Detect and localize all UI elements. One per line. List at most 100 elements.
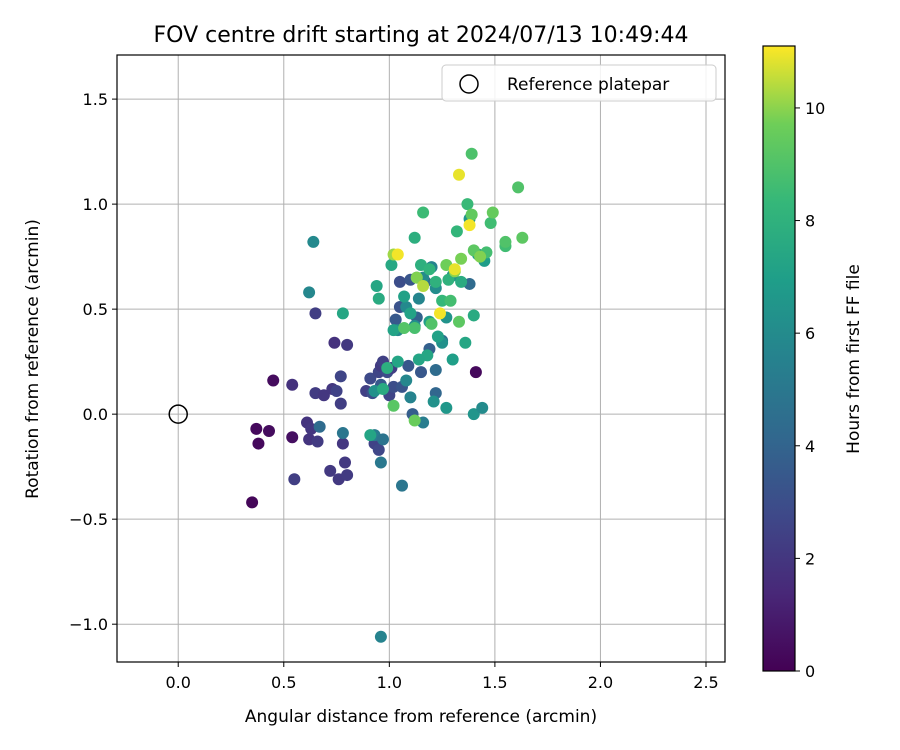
data-point bbox=[288, 473, 301, 486]
x-tick-label: 1.5 bbox=[482, 673, 507, 692]
data-point bbox=[336, 307, 349, 320]
data-point bbox=[453, 315, 465, 328]
plot-area: 0.0 0.5 1.0 1.5 2.0 2.5 −1.0 −0.5 0.0 0.5 1.0 1.5 bbox=[69, 54, 726, 692]
data-point bbox=[408, 414, 421, 427]
x-tick-label: 2.0 bbox=[588, 673, 613, 692]
data-point bbox=[448, 263, 461, 276]
x-axis-ticks: 0.0 0.5 1.0 1.5 2.0 2.5 bbox=[165, 662, 719, 692]
data-point bbox=[436, 294, 449, 307]
data-point bbox=[465, 147, 478, 160]
data-point bbox=[286, 378, 299, 391]
data-point bbox=[328, 336, 341, 349]
data-point bbox=[463, 219, 476, 232]
data-point bbox=[372, 292, 385, 305]
data-point bbox=[334, 370, 347, 383]
data-point bbox=[446, 353, 459, 366]
data-point bbox=[423, 263, 436, 276]
data-point bbox=[389, 313, 402, 326]
data-point bbox=[385, 259, 398, 272]
data-point bbox=[404, 307, 417, 320]
data-point bbox=[499, 235, 512, 248]
data-point bbox=[417, 206, 430, 219]
reference-platepar-marker bbox=[168, 404, 188, 424]
data-point bbox=[377, 433, 389, 446]
data-point bbox=[252, 437, 265, 450]
data-point bbox=[444, 294, 457, 307]
x-tick-label: 0.5 bbox=[271, 673, 296, 692]
y-tick-label: 1.0 bbox=[83, 195, 108, 214]
colorbar-tick-label: 8 bbox=[805, 212, 815, 231]
data-point bbox=[311, 435, 324, 448]
data-point bbox=[429, 275, 442, 288]
data-point bbox=[516, 231, 529, 244]
data-point bbox=[364, 429, 377, 442]
data-point bbox=[453, 168, 465, 181]
data-point bbox=[408, 231, 421, 244]
data-point bbox=[391, 355, 404, 368]
colorbar-tick-label: 6 bbox=[805, 324, 815, 343]
data-point bbox=[425, 317, 438, 330]
y-axis-label: Rotation from reference (arcmin) bbox=[23, 219, 43, 499]
legend: Reference platepar bbox=[441, 64, 717, 102]
data-point bbox=[341, 338, 354, 351]
data-point bbox=[339, 456, 351, 469]
data-point bbox=[336, 427, 349, 440]
data-point bbox=[334, 397, 347, 410]
data-point bbox=[465, 208, 478, 221]
data-point bbox=[476, 401, 489, 414]
chart-title: FOV centre drift starting at 2024/07/13 … bbox=[154, 23, 689, 48]
x-tick-label: 0.0 bbox=[165, 673, 190, 692]
grid-lines bbox=[117, 55, 725, 662]
y-tick-label: 0.5 bbox=[83, 300, 108, 319]
data-point bbox=[309, 307, 322, 320]
data-point bbox=[372, 443, 385, 456]
data-point bbox=[450, 225, 463, 238]
data-point bbox=[512, 181, 525, 194]
data-point bbox=[412, 292, 425, 305]
data-point bbox=[303, 286, 316, 299]
data-point bbox=[398, 290, 411, 303]
data-point bbox=[455, 275, 468, 288]
plot-frame bbox=[116, 54, 726, 663]
x-tick-label: 2.5 bbox=[693, 673, 718, 692]
data-point bbox=[484, 217, 497, 230]
data-point bbox=[381, 361, 394, 374]
data-point bbox=[417, 280, 430, 293]
colorbar: 0 2 4 6 8 10 Hours from first FF file bbox=[762, 45, 864, 681]
data-point bbox=[412, 353, 425, 366]
colorbar-tick-label: 4 bbox=[805, 437, 815, 456]
data-point bbox=[313, 420, 326, 433]
data-point bbox=[467, 408, 480, 421]
data-point bbox=[459, 336, 472, 349]
data-point bbox=[391, 248, 404, 261]
data-point bbox=[387, 380, 400, 393]
data-point bbox=[442, 273, 455, 286]
data-point bbox=[455, 252, 468, 265]
data-point bbox=[431, 330, 444, 343]
data-point bbox=[434, 307, 446, 320]
data-points bbox=[246, 147, 529, 643]
data-point bbox=[408, 322, 421, 335]
data-point bbox=[402, 359, 415, 372]
data-point bbox=[486, 206, 499, 219]
data-point bbox=[336, 437, 349, 450]
data-point bbox=[263, 424, 275, 437]
data-point bbox=[474, 250, 487, 263]
colorbar-gradient bbox=[762, 45, 796, 672]
data-point bbox=[461, 198, 474, 211]
data-point bbox=[330, 385, 343, 398]
data-point bbox=[427, 395, 440, 408]
legend-box bbox=[441, 64, 717, 102]
data-point bbox=[404, 391, 417, 404]
data-point bbox=[307, 235, 320, 248]
legend-marker-icon bbox=[459, 74, 479, 94]
data-point bbox=[415, 366, 427, 379]
colorbar-label: Hours from first FF file bbox=[844, 264, 864, 454]
data-point bbox=[467, 309, 480, 322]
data-point bbox=[246, 496, 259, 509]
reference-marker-group bbox=[168, 404, 188, 424]
data-point bbox=[374, 630, 387, 643]
data-point bbox=[324, 464, 337, 477]
